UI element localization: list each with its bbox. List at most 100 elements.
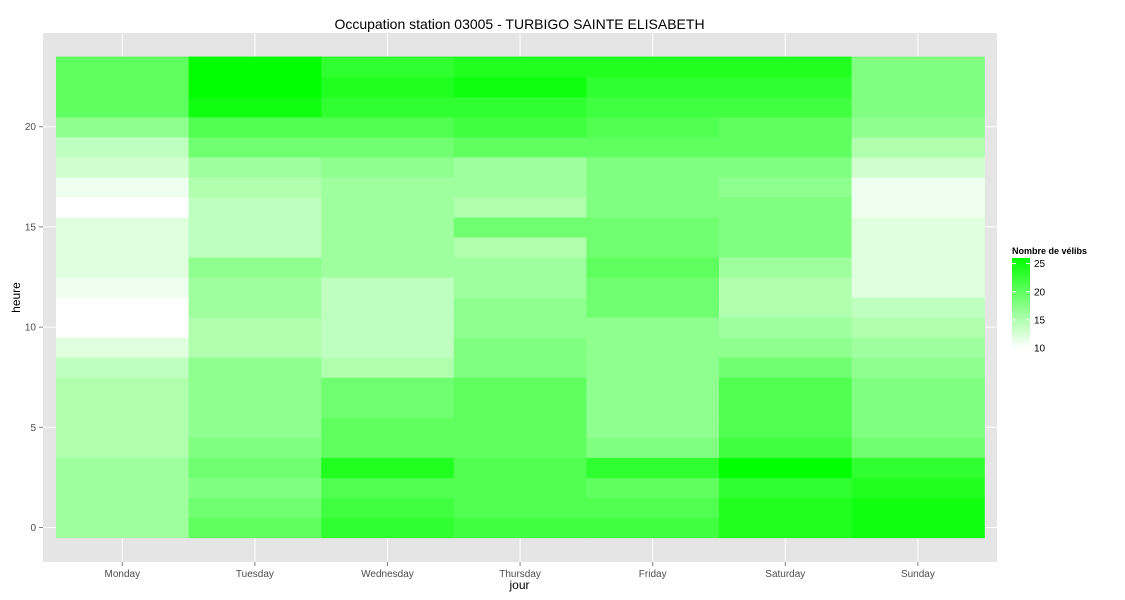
heatmap-cell <box>453 216 587 238</box>
heatmap-cell <box>321 457 455 478</box>
heatmap-cell <box>719 377 853 398</box>
heatmap-cell <box>56 377 190 398</box>
heatmap-cell <box>719 497 853 519</box>
heatmap-cell <box>56 517 190 539</box>
heatmap-cell <box>719 176 853 198</box>
heatmap-cell <box>851 216 985 238</box>
heatmap-cell <box>586 277 720 298</box>
heatmap-cell <box>586 417 720 438</box>
heatmap-cell <box>321 377 455 398</box>
heatmap-cell <box>586 477 720 499</box>
heatmap-cell <box>719 156 853 178</box>
heatmap-cell <box>719 437 853 458</box>
heatmap-cell <box>56 357 190 378</box>
legend-ticks: 10 15 20 25 <box>1012 259 1046 355</box>
heatmap-cell <box>453 277 587 298</box>
y-axis-ticks: 0 5 10 15 20 <box>25 122 43 534</box>
heatmap-cell <box>56 457 190 478</box>
x-tick-label: Wednesday <box>361 569 414 580</box>
heatmap-cell <box>188 517 322 539</box>
heatmap-cell <box>56 56 190 78</box>
heatmap-cell <box>56 196 190 218</box>
heatmap-cell <box>586 56 720 78</box>
heatmap-cell <box>719 417 853 438</box>
heatmap-cell <box>851 277 985 298</box>
heatmap-cell <box>586 517 720 539</box>
heatmap-cell <box>321 437 455 458</box>
y-tick-label: 20 <box>25 122 37 133</box>
heatmap-cell <box>719 477 853 499</box>
heatmap-cell <box>453 256 587 278</box>
heatmap-cell <box>321 477 455 499</box>
heatmap-cell <box>188 96 322 118</box>
heatmap-cell <box>851 236 985 258</box>
x-tick-label: Monday <box>105 569 141 580</box>
legend-tick-label: 15 <box>1034 315 1046 326</box>
heatmap-cell <box>719 517 853 539</box>
x-tick-label: Friday <box>639 569 667 580</box>
heatmap-cell <box>719 76 853 98</box>
heatmap-cell <box>586 497 720 519</box>
heatmap-cell <box>453 417 587 438</box>
heatmap-cell <box>56 96 190 118</box>
heatmap-cell <box>586 377 720 398</box>
heatmap-cell <box>719 136 853 158</box>
heatmap-cell <box>719 457 853 478</box>
heatmap-cell <box>453 517 587 539</box>
heatmap-cell <box>851 457 985 478</box>
heatmap-cell <box>453 156 587 178</box>
legend-title: Nombre de vélibs <box>1012 246 1087 256</box>
heatmap-cell <box>586 297 720 318</box>
heatmap-cell <box>321 76 455 98</box>
y-axis-title: heure <box>9 282 23 313</box>
heatmap-cell <box>851 397 985 418</box>
heatmap-cell <box>851 357 985 378</box>
heatmap-cell <box>321 417 455 438</box>
heatmap-cell <box>851 76 985 98</box>
heatmap-cell <box>586 196 720 218</box>
heatmap-cell <box>586 337 720 358</box>
heatmap-cell <box>188 76 322 98</box>
heatmap-cell <box>453 437 587 458</box>
heatmap-cell <box>586 357 720 378</box>
x-tick-label: Thursday <box>499 569 541 580</box>
heatmap-cell <box>453 297 587 318</box>
heatmap-cell <box>851 116 985 138</box>
heatmap-cell <box>321 297 455 318</box>
heatmap-cell <box>453 377 587 398</box>
heatmap-cell <box>719 357 853 378</box>
heatmap-cell <box>188 277 322 298</box>
heatmap-cell <box>586 136 720 158</box>
heatmap-cell <box>321 136 455 158</box>
heatmap-cell <box>851 56 985 78</box>
heatmap-cell <box>586 116 720 138</box>
heatmap-cell <box>321 216 455 238</box>
heatmap-cell <box>719 317 853 338</box>
heatmap-cell <box>188 256 322 278</box>
heatmap-cell <box>188 236 322 258</box>
heatmap-cell <box>719 56 853 78</box>
heatmap-cell <box>188 397 322 418</box>
heatmap-cell <box>188 297 322 318</box>
heatmap-cell <box>321 56 455 78</box>
heatmap-cell <box>851 176 985 198</box>
heatmap-cell <box>56 317 190 338</box>
legend-tick-label: 10 <box>1034 344 1046 355</box>
heatmap-cell <box>719 337 853 358</box>
heatmap-cell <box>56 277 190 298</box>
heatmap-cell <box>188 56 322 78</box>
heatmap-cell <box>56 497 190 519</box>
heatmap-cell <box>56 116 190 138</box>
heatmap-cell <box>719 397 853 418</box>
heatmap-cell <box>586 437 720 458</box>
heatmap-cell <box>188 136 322 158</box>
heatmap-cell <box>188 176 322 198</box>
x-tick-label: Tuesday <box>236 569 274 580</box>
heatmap-cell <box>188 116 322 138</box>
heatmap-cell <box>719 116 853 138</box>
heatmap-cell <box>188 497 322 519</box>
heatmap-cell <box>321 397 455 418</box>
heatmap-cell <box>851 317 985 338</box>
legend: Nombre de vélibs 10 15 20 25 <box>1012 246 1087 355</box>
